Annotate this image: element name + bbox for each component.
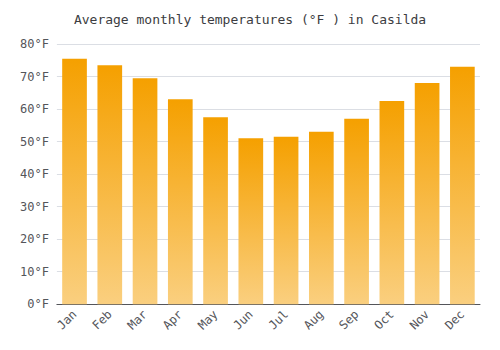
svg-text:60°F: 60°F [20, 102, 49, 116]
svg-text:0°F: 0°F [27, 297, 49, 311]
svg-text:50°F: 50°F [20, 135, 49, 149]
svg-text:Feb: Feb [90, 307, 115, 332]
svg-text:Jan: Jan [54, 307, 79, 332]
svg-text:Jul: Jul [266, 307, 291, 332]
svg-text:Apr: Apr [160, 307, 185, 332]
svg-text:Aug: Aug [301, 307, 326, 332]
svg-text:May: May [195, 307, 220, 332]
svg-text:80°F: 80°F [20, 37, 49, 51]
svg-text:Average monthly temperatures (: Average monthly temperatures (°F ) in Ca… [74, 12, 426, 27]
svg-text:30°F: 30°F [20, 200, 49, 214]
svg-text:Dec: Dec [442, 307, 467, 332]
svg-text:Mar: Mar [125, 307, 150, 332]
svg-text:10°F: 10°F [20, 265, 49, 279]
svg-text:Oct: Oct [372, 307, 397, 332]
svg-text:70°F: 70°F [20, 70, 49, 84]
svg-text:Sep: Sep [336, 307, 361, 332]
svg-text:Nov: Nov [407, 307, 432, 332]
svg-text:40°F: 40°F [20, 167, 49, 181]
svg-text:20°F: 20°F [20, 232, 49, 246]
svg-text:Jun: Jun [231, 307, 256, 332]
